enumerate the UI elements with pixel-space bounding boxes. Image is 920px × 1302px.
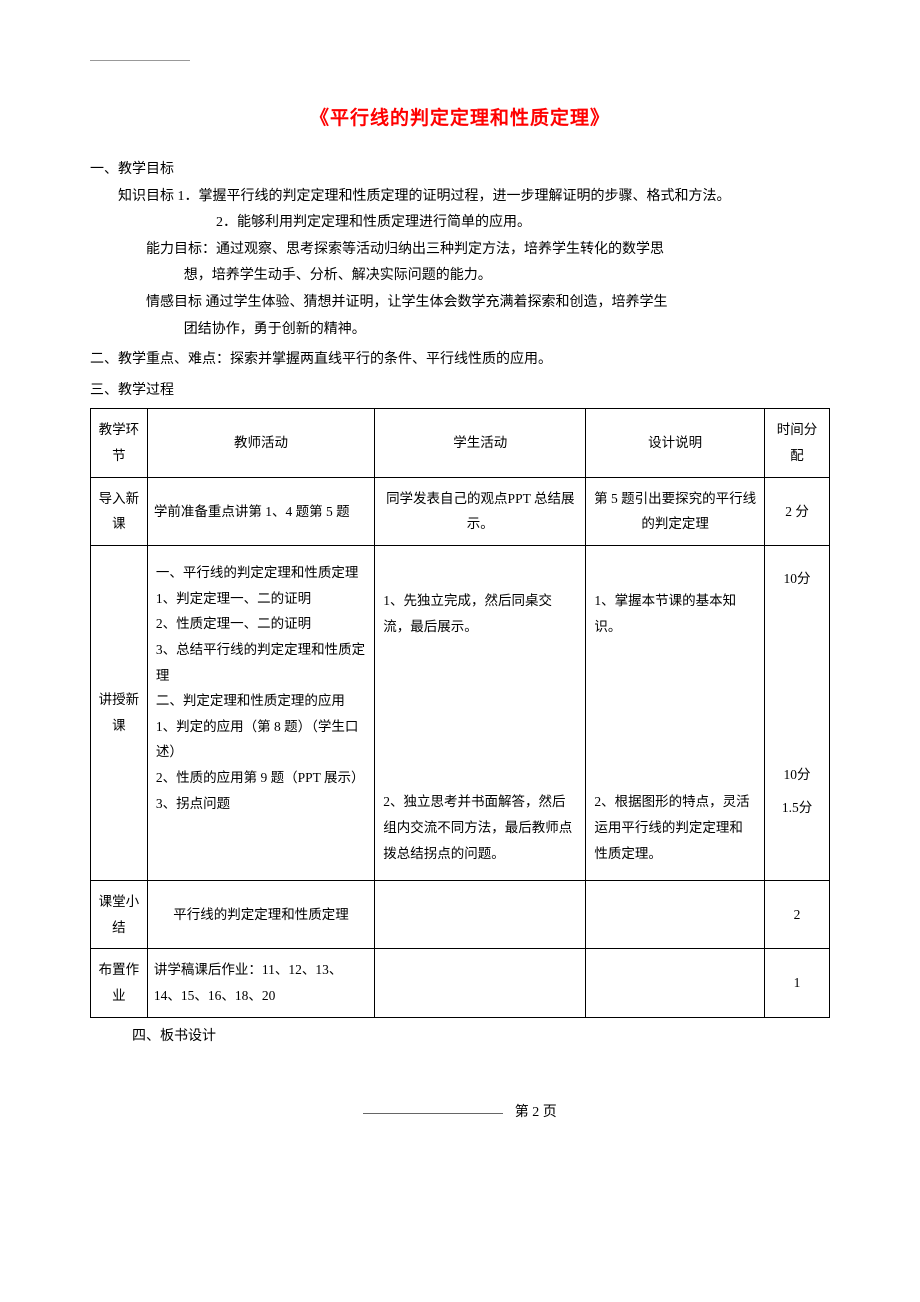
lecture-t-f: 1、判定的应用（第 8 题）（学生口述） [156,714,366,765]
section-1-heading: 一、教学目标 [90,157,830,184]
intro-teacher: 学前准备重点讲第 1、4 题第 5 题 [147,477,374,545]
header-design: 设计说明 [586,409,765,477]
table-row-summary: 课堂小结 平行线的判定定理和性质定理 2 [91,881,830,949]
ability-objective-1: 能力目标：通过观察、思考探索等活动归纳出三种判定方法，培养学生转化的数学思 [118,237,830,264]
lecture-d-b: 2、根据图形的特点，灵活运用平行线的判定定理和性质定理。 [594,789,756,866]
section-4-heading: 四、板书设计 [90,1024,830,1051]
header-teacher: 教师活动 [147,409,374,477]
intro-time: 2 分 [765,477,830,545]
header-rule [90,60,190,61]
lecture-t-e: 二、判定定理和性质定理的应用 [156,688,366,714]
intro-stage: 导入新课 [91,477,148,545]
table-row-intro: 导入新课 学前准备重点讲第 1、4 题第 5 题 同学发表自己的观点PPT 总结… [91,477,830,545]
summary-stage: 课堂小结 [91,881,148,949]
lecture-teacher: 一、平行线的判定定理和性质定理 1、判定定理一、二的证明 2、性质定理一、二的证… [147,546,374,881]
homework-time: 1 [765,949,830,1017]
lesson-plan-table: 教学环节 教师活动 学生活动 设计说明 时间分配 导入新课 学前准备重点讲第 1… [90,408,830,1017]
ability-objective-2: 想，培养学生动手、分析、解决实际问题的能力。 [90,263,830,290]
lecture-time-b: 10分 [771,762,823,788]
summary-time: 2 [765,881,830,949]
section-3-heading: 三、教学过程 [90,378,830,405]
document-title: 《平行线的判定定理和性质定理》 [90,101,830,137]
homework-teacher: 讲学稿课后作业：11、12、13、14、15、16、18、20 [147,949,374,1017]
emotion-objective-2: 团结协作，勇于创新的精神。 [90,317,830,344]
homework-design [586,949,765,1017]
lecture-t-d: 3、总结平行线的判定定理和性质定理 [156,637,366,688]
homework-student [375,949,586,1017]
lecture-t-h: 3、拐点问题 [156,791,366,817]
intro-design: 第 5 题引出要探究的平行线的判定定理 [586,477,765,545]
lecture-d-a: 1、掌握本节课的基本知识。 [594,588,756,639]
summary-student [375,881,586,949]
lecture-t-c: 2、性质定理一、二的证明 [156,611,366,637]
lecture-s-b: 2、独立思考并书面解答，然后组内交流不同方法，最后教师点拨总结拐点的问题。 [383,789,577,866]
lecture-design: 1、掌握本节课的基本知识。 2、根据图形的特点，灵活运用平行线的判定定理和性质定… [586,546,765,881]
knowledge-objective-1: 知识目标 1．掌握平行线的判定定理和性质定理的证明过程，进一步理解证明的步骤、格… [90,184,830,211]
intro-student: 同学发表自己的观点PPT 总结展示。 [375,477,586,545]
page-number: 第 2 页 [515,1105,557,1120]
summary-design [586,881,765,949]
lecture-time: 10分 10分 1.5分 [765,546,830,881]
lecture-student: 1、先独立完成，然后同桌交流，最后展示。 2、独立思考并书面解答，然后组内交流不… [375,546,586,881]
lecture-time-a: 10分 [771,566,823,592]
table-row-lecture: 讲授新课 一、平行线的判定定理和性质定理 1、判定定理一、二的证明 2、性质定理… [91,546,830,881]
table-header-row: 教学环节 教师活动 学生活动 设计说明 时间分配 [91,409,830,477]
lecture-t-a: 一、平行线的判定定理和性质定理 [156,560,366,586]
page-footer: 第 2 页 [90,1100,830,1127]
lecture-t-g: 2、性质的应用第 9 题（PPT 展示） [156,765,366,791]
header-time: 时间分配 [765,409,830,477]
lecture-time-c: 1.5分 [771,795,823,821]
homework-stage: 布置作业 [91,949,148,1017]
summary-teacher: 平行线的判定定理和性质定理 [147,881,374,949]
footer-rule [363,1113,503,1114]
header-student: 学生活动 [375,409,586,477]
knowledge-objective-2: 2．能够利用判定定理和性质定理进行简单的应用。 [90,210,830,237]
emotion-objective-1: 情感目标 通过学生体验、猜想并证明，让学生体会数学充满着探索和创造，培养学生 [118,290,830,317]
lecture-s-a: 1、先独立完成，然后同桌交流，最后展示。 [383,588,577,639]
header-stage: 教学环节 [91,409,148,477]
lecture-t-b: 1、判定定理一、二的证明 [156,586,366,612]
table-row-homework: 布置作业 讲学稿课后作业：11、12、13、14、15、16、18、20 1 [91,949,830,1017]
section-2-heading: 二、教学重点、难点：探索并掌握两直线平行的条件、平行线性质的应用。 [90,347,830,374]
lecture-stage: 讲授新课 [91,546,148,881]
